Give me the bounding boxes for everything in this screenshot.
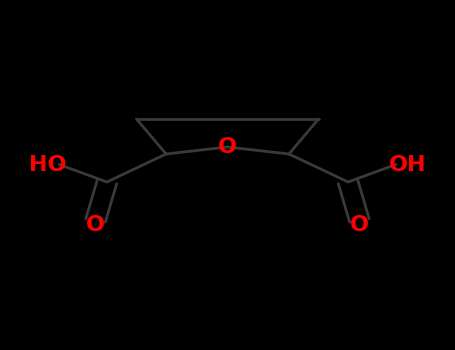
Text: HO: HO <box>29 155 66 175</box>
Text: O: O <box>218 137 237 157</box>
Text: O: O <box>350 215 369 235</box>
Text: OH: OH <box>389 155 426 175</box>
Text: O: O <box>86 215 105 235</box>
